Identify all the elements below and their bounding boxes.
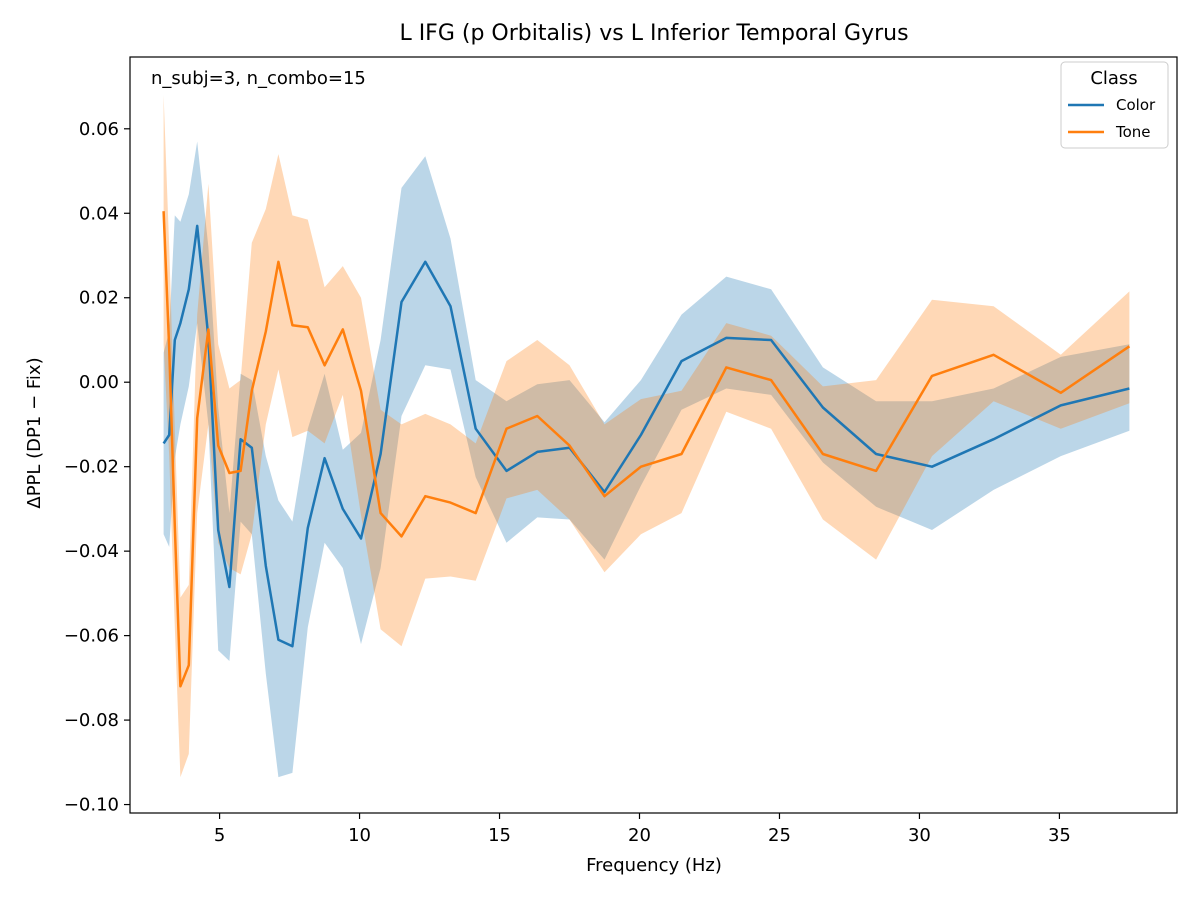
x-tick-label: 30 <box>908 825 931 846</box>
y-tick-label: −0.02 <box>64 457 119 478</box>
y-axis: −0.10 −0.08 −0.06 −0.04 −0.02 0.00 0.02 0.04 0.0… <box>64 119 130 816</box>
x-tick-label: 20 <box>628 825 651 846</box>
y-tick-label: 0.02 <box>79 288 119 309</box>
y-tick-label: 0.04 <box>79 203 119 224</box>
sample-size-annotation: n_subj=3, n_combo=15 <box>151 68 366 89</box>
band-tone <box>163 95 1130 778</box>
x-tick-label: 5 <box>214 825 225 846</box>
x-axis-label: Frequency (Hz) <box>586 855 722 876</box>
y-tick-label: −0.08 <box>64 710 119 731</box>
plot-frame <box>129 56 1178 814</box>
y-tick-label: −0.06 <box>64 626 119 647</box>
chart-title: L IFG (p Orbitalis) vs L Inferior Tempor… <box>399 21 908 46</box>
x-tick-label: 10 <box>348 825 371 846</box>
legend: Class Color Tone <box>1060 61 1169 149</box>
y-tick-label: 0.00 <box>79 372 119 393</box>
series-lines <box>162 211 1131 688</box>
x-tick-label: 15 <box>488 825 511 846</box>
x-tick-label: 35 <box>1048 825 1071 846</box>
legend-label-tone: Tone <box>1115 123 1151 141</box>
legend-title: Class <box>1090 68 1137 89</box>
band-color <box>163 141 1130 778</box>
legend-label-color: Color <box>1116 96 1156 114</box>
y-tick-label: 0.06 <box>79 119 119 140</box>
x-axis: 5 10 15 20 25 30 35 <box>214 813 1071 846</box>
legend-box <box>1060 61 1169 149</box>
y-tick-label: −0.04 <box>64 541 119 562</box>
y-tick-label: −0.10 <box>64 795 119 816</box>
confidence-bands <box>163 95 1130 778</box>
x-tick-label: 25 <box>768 825 791 846</box>
y-axis-label: ΔPPL (DP1 − Fix) <box>24 357 45 508</box>
line-tone <box>162 211 1131 688</box>
